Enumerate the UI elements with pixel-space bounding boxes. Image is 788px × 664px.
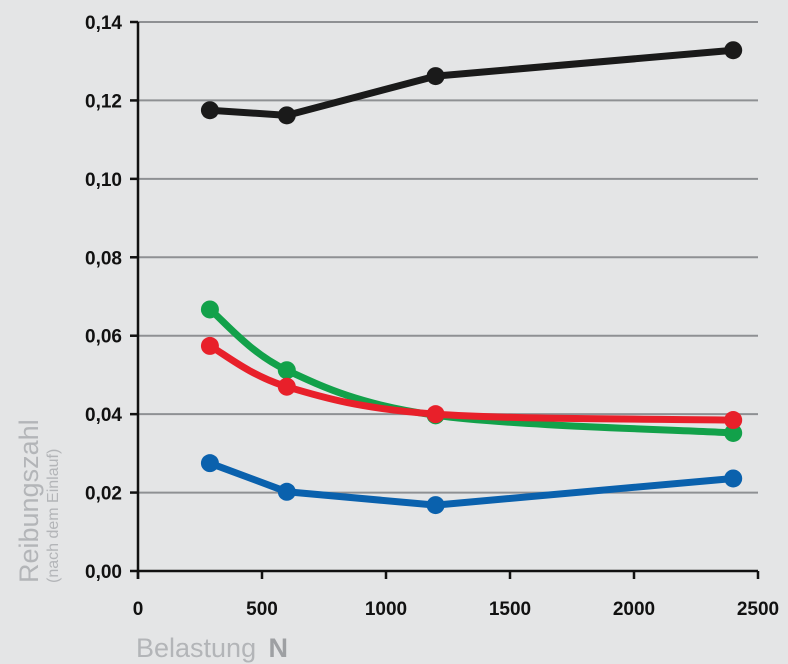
series-line bbox=[206, 342, 737, 424]
x-tick-label: 2500 bbox=[737, 599, 779, 620]
data-point bbox=[724, 469, 743, 488]
y-axis-title: Reibungszahl bbox=[14, 419, 44, 583]
x-axis-unit: N bbox=[269, 633, 289, 663]
data-point bbox=[724, 411, 743, 430]
data-point bbox=[426, 405, 445, 424]
x-tick-label: 0 bbox=[133, 599, 144, 620]
series-4 bbox=[200, 454, 743, 515]
x-tick-label: 1500 bbox=[489, 599, 531, 620]
series-line bbox=[206, 459, 737, 509]
y-tick-label: 0,02 bbox=[85, 484, 122, 505]
y-tick-label: 0,00 bbox=[85, 562, 122, 583]
series-3 bbox=[200, 336, 743, 430]
data-point bbox=[277, 361, 296, 380]
tick-labels: 0,00 0,02 0,04 0,06 0,08 0,10 0,12 0,14 0 500 1000… bbox=[85, 13, 779, 620]
data-point bbox=[426, 67, 445, 86]
data-point bbox=[200, 336, 219, 355]
axes bbox=[130, 20, 760, 579]
data-point bbox=[200, 300, 219, 319]
x-tick-label: 2000 bbox=[613, 599, 655, 620]
y-tick-label: 0,08 bbox=[85, 248, 122, 269]
series-line bbox=[206, 46, 737, 119]
data-point bbox=[724, 41, 743, 60]
y-tick-label: 0,04 bbox=[85, 405, 122, 426]
data-point bbox=[426, 496, 445, 515]
x-axis-label: Belastung N bbox=[136, 633, 288, 663]
y-tick-label: 0,06 bbox=[85, 327, 122, 348]
x-tick-label: 1000 bbox=[365, 599, 407, 620]
data-point bbox=[724, 423, 743, 442]
series-layer bbox=[200, 41, 743, 515]
data-point bbox=[200, 454, 219, 473]
x-tick-label: 500 bbox=[246, 599, 278, 620]
y-tick-label: 0,10 bbox=[85, 170, 122, 191]
y-tick-label: 0,12 bbox=[85, 91, 122, 112]
series-1 bbox=[200, 41, 743, 125]
y-axis-subtitle: (nach dem Einlauf) bbox=[45, 449, 62, 583]
data-point bbox=[277, 482, 296, 501]
y-tick-label: 0,14 bbox=[85, 13, 122, 34]
x-axis-title: Belastung bbox=[136, 633, 256, 663]
data-point bbox=[277, 106, 296, 125]
y-axis-label: Reibungszahl (nach dem Einlauf) bbox=[14, 419, 62, 583]
data-point bbox=[277, 377, 296, 396]
data-point bbox=[200, 101, 219, 120]
